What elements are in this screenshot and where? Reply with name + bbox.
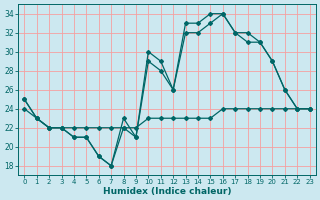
X-axis label: Humidex (Indice chaleur): Humidex (Indice chaleur) (103, 187, 231, 196)
